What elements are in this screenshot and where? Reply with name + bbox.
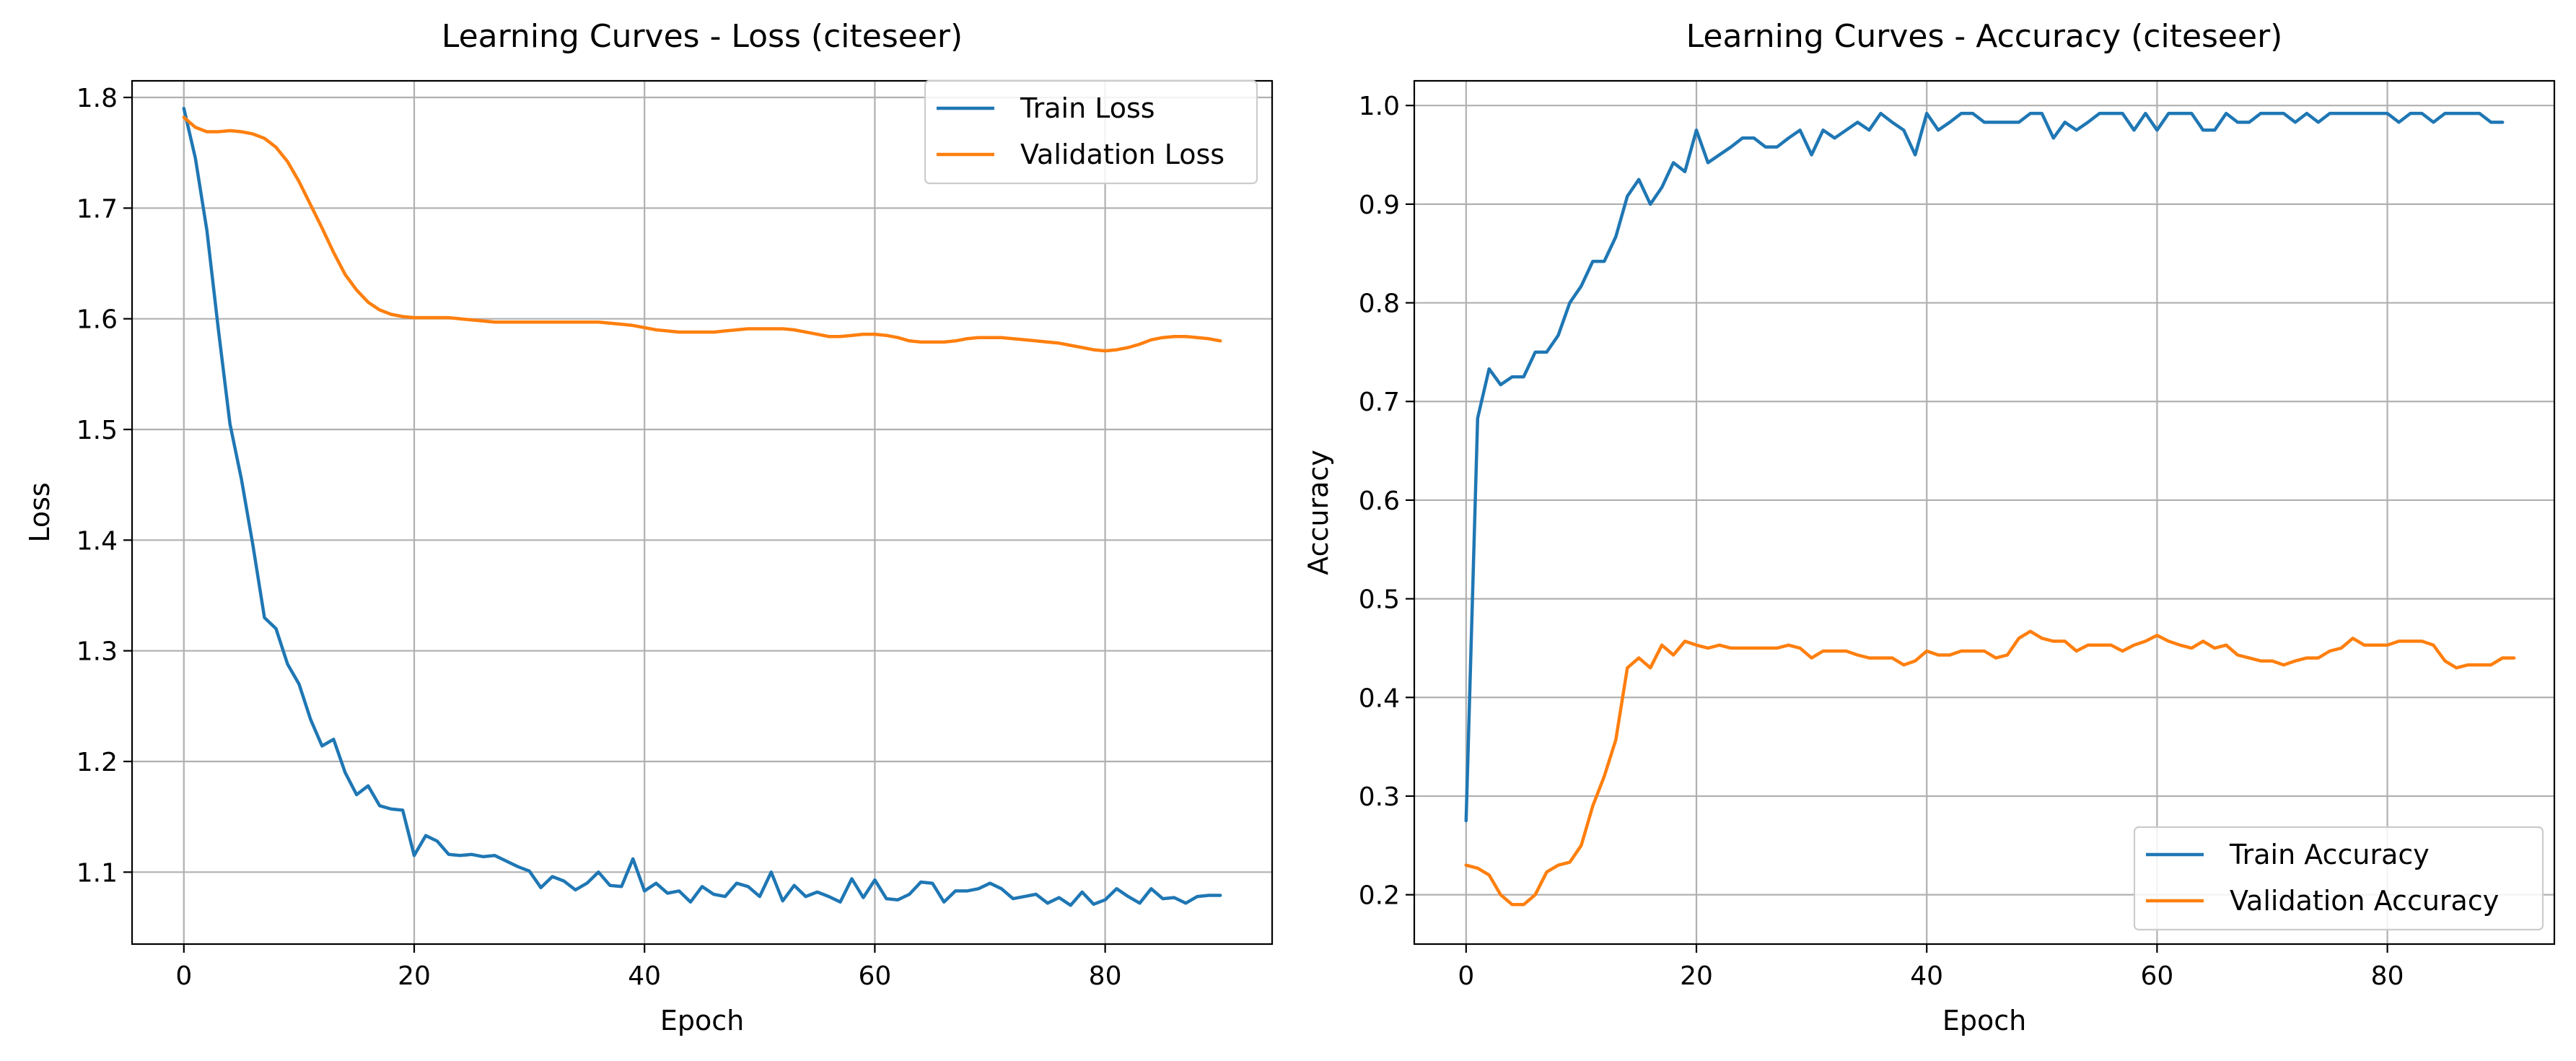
loss-y-axis-label: Loss <box>24 482 56 542</box>
series-line-train-accuracy <box>1464 111 2505 823</box>
accuracy-y-tick-label: 0.5 <box>1359 585 1400 615</box>
accuracy-x-tick-label: 40 <box>1910 961 1943 991</box>
accuracy-y-tick-label: 1.0 <box>1359 92 1400 121</box>
loss-chart-title: Learning Curves - Loss (citeseer) <box>442 18 963 55</box>
accuracy-grid <box>1414 81 2554 944</box>
loss-y-tick-label: 1.3 <box>76 637 118 667</box>
legend-label-validation-loss: Validation Loss <box>1020 139 1225 170</box>
loss-grid <box>132 81 1272 944</box>
accuracy-x-tick-label: 60 <box>2140 961 2173 991</box>
accuracy-x-tick-label: 80 <box>2371 961 2404 991</box>
legend-label-train-accuracy: Train Accuracy <box>2229 839 2430 870</box>
accuracy-y-tick-label: 0.4 <box>1359 684 1400 713</box>
accuracy-legend-box <box>2133 826 2544 931</box>
legend-label-train-loss: Train Loss <box>1020 92 1155 124</box>
accuracy-y-tick-label: 0.6 <box>1359 486 1400 516</box>
loss-y-tick-label: 1.4 <box>76 526 118 556</box>
loss-y-tick-label: 1.8 <box>76 84 118 113</box>
series-line-validation-loss <box>182 115 1222 353</box>
accuracy-plot-frame <box>1413 79 2556 946</box>
accuracy-legend: Train Accuracy Validation Accuracy <box>2133 826 2544 931</box>
accuracy-series <box>1464 111 2516 907</box>
loss-x-tick-label: 20 <box>398 961 431 991</box>
accuracy-y-tick-label: 0.9 <box>1359 191 1400 220</box>
accuracy-chart-title: Learning Curves - Accuracy (citeseer) <box>1686 18 2283 55</box>
accuracy-y-tick-label: 0.2 <box>1359 881 1400 911</box>
accuracy-ticks: 0 20 40 60 80 0.2 0.3 0.4 0.5 0.6 0.7 0.8 0.9 1.0 <box>1359 92 2404 991</box>
loss-ticks: 0 20 40 60 80 1.1 1.2 1.3 1.4 1.5 1.6 1.7 1.8 <box>76 84 1122 991</box>
loss-x-tick-label: 40 <box>628 961 661 991</box>
legend-label-validation-accuracy: Validation Accuracy <box>2230 885 2499 917</box>
loss-y-tick-label: 1.6 <box>76 305 118 335</box>
accuracy-y-axis-label: Accuracy <box>1302 450 1334 575</box>
loss-series <box>182 107 1222 907</box>
loss-chart: 0 20 40 60 80 1.1 1.2 1.3 1.4 1.5 1.6 1.7 1.8 Learni… <box>24 18 1274 1036</box>
accuracy-y-tick-label: 0.7 <box>1359 388 1400 417</box>
accuracy-x-axis-label: Epoch <box>1942 1005 2026 1036</box>
loss-y-tick-label: 1.2 <box>76 748 118 777</box>
loss-y-tick-label: 1.1 <box>76 858 118 888</box>
accuracy-x-tick-label: 20 <box>1680 961 1713 991</box>
loss-y-tick-label: 1.5 <box>76 416 118 445</box>
series-line-validation-accuracy <box>1464 629 2516 907</box>
loss-y-tick-label: 1.7 <box>76 194 118 224</box>
loss-legend-box <box>924 79 1258 185</box>
loss-x-tick-label: 0 <box>175 961 192 991</box>
accuracy-y-tick-label: 0.8 <box>1359 289 1400 319</box>
loss-x-tick-label: 60 <box>858 961 891 991</box>
loss-legend: Train Loss Validation Loss <box>924 79 1258 185</box>
loss-x-tick-label: 80 <box>1089 961 1122 991</box>
accuracy-chart: 0 20 40 60 80 0.2 0.3 0.4 0.5 0.6 0.7 0.8 0.9 1.0 Lea… <box>1302 18 2556 1036</box>
series-line-train-loss <box>182 107 1222 907</box>
loss-x-axis-label: Epoch <box>660 1005 744 1036</box>
loss-plot-frame <box>131 79 1274 946</box>
accuracy-x-tick-label: 0 <box>1458 961 1474 991</box>
accuracy-y-tick-label: 0.3 <box>1359 782 1400 812</box>
